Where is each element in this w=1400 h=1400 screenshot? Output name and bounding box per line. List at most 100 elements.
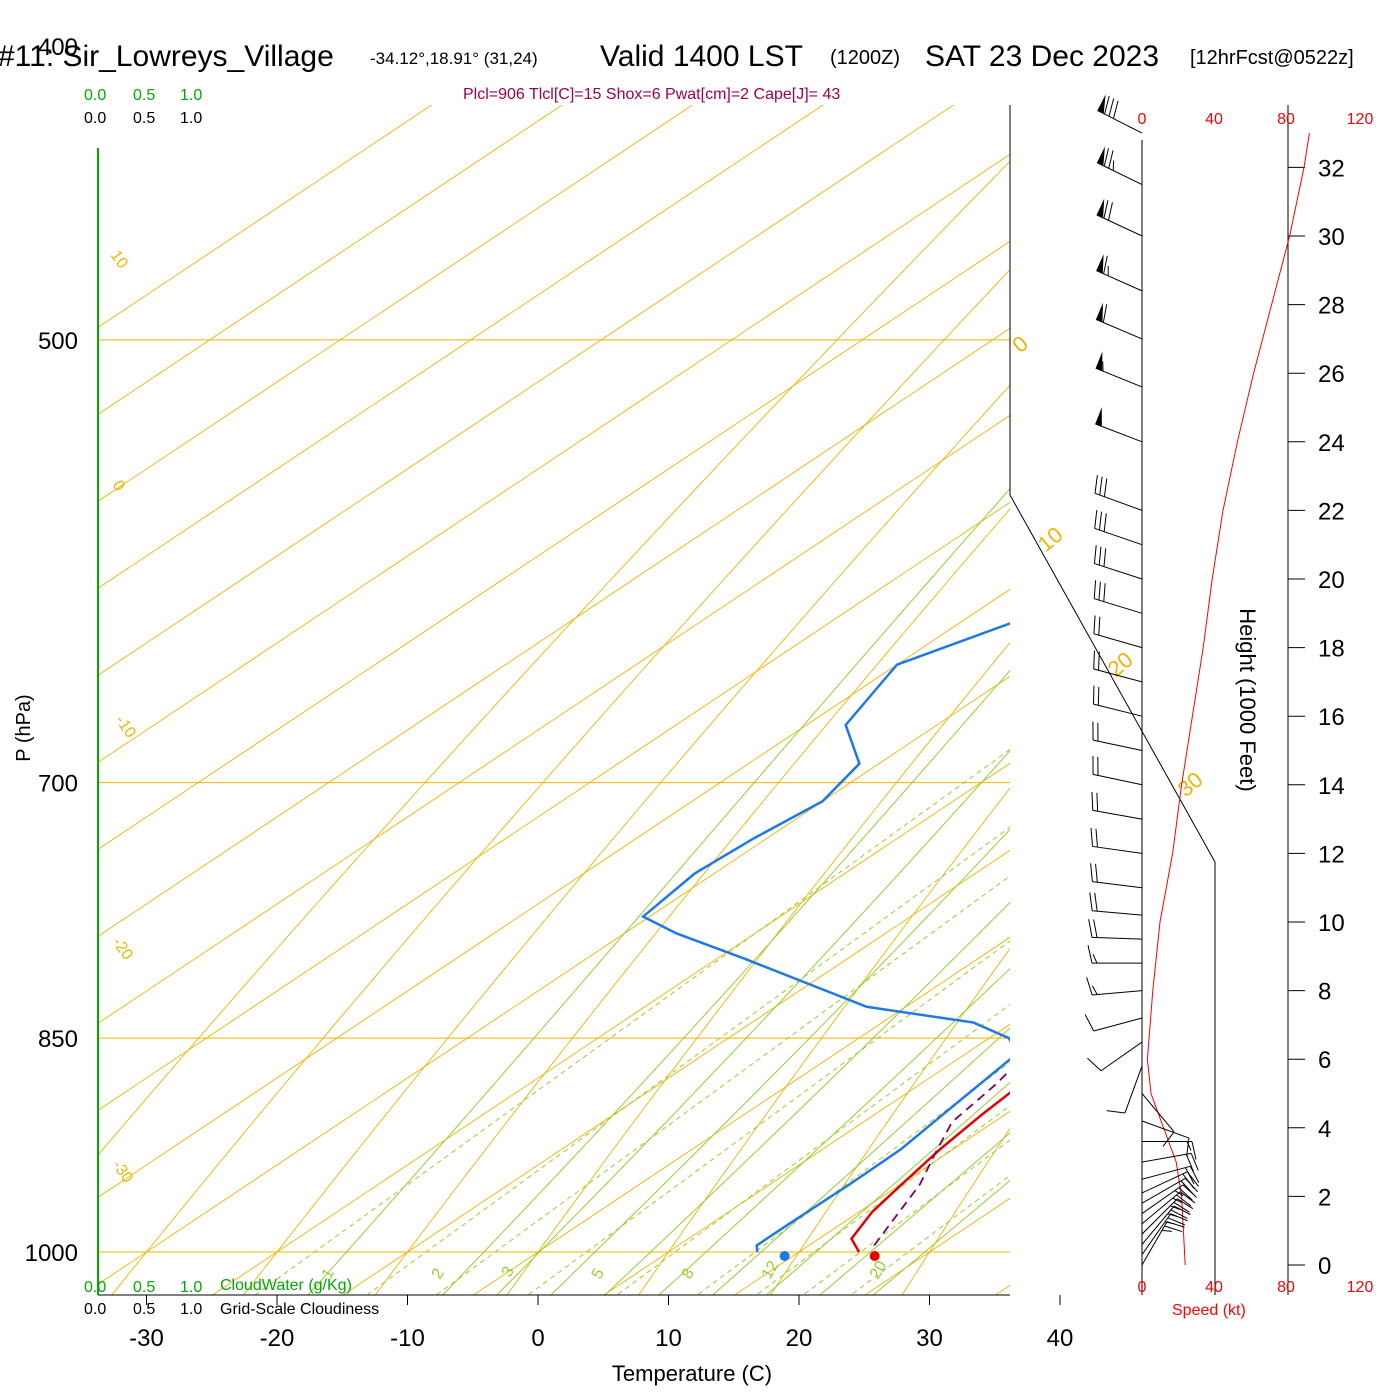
wind-barb-feather bbox=[1093, 615, 1096, 634]
wind-barb-feather bbox=[1182, 1184, 1197, 1198]
wind-barb-feather bbox=[1167, 1217, 1186, 1226]
wind-barb-staff bbox=[1141, 1184, 1184, 1214]
wind-barb-staff bbox=[1092, 809, 1143, 820]
wind-barb bbox=[1090, 828, 1143, 854]
wind-barb-feather bbox=[1106, 1110, 1125, 1114]
speed-tick-label: 40 bbox=[1205, 1279, 1223, 1296]
height-tick-label: 10 bbox=[1318, 910, 1345, 937]
wind-barb-staff bbox=[1094, 598, 1143, 614]
forecast-info: [12hrFcst@0522z] bbox=[1190, 47, 1354, 69]
wind-barb bbox=[1093, 650, 1143, 683]
wind-barb-staff bbox=[1141, 1213, 1172, 1255]
cloudiness-scale-top: 0.0 0.5 1.0 bbox=[84, 110, 202, 127]
pressure-tick-label: 700 bbox=[38, 771, 78, 798]
wind-barb-feather bbox=[1172, 1197, 1182, 1203]
wind-barb-feather bbox=[1094, 892, 1098, 912]
wind-barb-feather bbox=[1088, 919, 1093, 938]
wind-barb-feather bbox=[1174, 1190, 1184, 1197]
moist-adiabat-line bbox=[604, 901, 1010, 1295]
wind-barb-feather bbox=[1170, 1205, 1180, 1210]
moist-adiabat-line bbox=[872, 1179, 1010, 1295]
moist-adiabat-line bbox=[712, 1027, 1010, 1295]
wind-barb-feather bbox=[1098, 581, 1101, 601]
wind-barb-staff bbox=[1141, 1191, 1181, 1225]
surface-temperature-point bbox=[869, 1251, 880, 1261]
speed-tick-label: 80 bbox=[1277, 111, 1295, 128]
wind-barb-feather bbox=[1095, 863, 1098, 883]
dry-adiabat-line bbox=[242, 384, 1010, 1295]
cloudiness-tick: 1.0 bbox=[180, 1301, 202, 1318]
wind-barb-feather bbox=[1093, 580, 1097, 599]
isotherm-line bbox=[211, 762, 1010, 1295]
wind-barb bbox=[1093, 580, 1143, 614]
wind-barb-feather bbox=[1102, 304, 1108, 323]
wind-barb-pennant bbox=[1095, 302, 1104, 323]
isotherm-line bbox=[994, 1284, 1010, 1295]
temperature-tick-label: -10 bbox=[390, 1325, 425, 1352]
wind-barb bbox=[1141, 1191, 1196, 1225]
height-tick-label: 18 bbox=[1318, 636, 1345, 663]
temperature-axis-title: Temperature (C) bbox=[612, 1361, 772, 1386]
speed-tick-label: 120 bbox=[1347, 111, 1374, 128]
wind-speed-line bbox=[1146, 133, 1310, 1266]
wind-barb-feather bbox=[1107, 202, 1113, 221]
wind-barb-staff bbox=[1141, 1120, 1190, 1139]
height-tick-label: 8 bbox=[1318, 979, 1331, 1006]
cloudiness-tick: 0.0 bbox=[84, 1301, 106, 1318]
station-title: #11: Sir_Lowreys_Village bbox=[0, 40, 334, 73]
mixing-ratio-line bbox=[755, 1105, 1010, 1295]
wind-barb bbox=[1096, 146, 1143, 185]
wind-barb bbox=[1089, 892, 1143, 916]
cloudwater-tick: 1.0 bbox=[180, 87, 202, 104]
wind-barb-feather bbox=[1189, 1166, 1200, 1183]
valid-zulu: (1200Z) bbox=[830, 47, 900, 69]
pressure-tick-label: 400 bbox=[38, 34, 78, 61]
wind-barb bbox=[1084, 1014, 1143, 1032]
pressure-tick-label: 850 bbox=[38, 1026, 78, 1053]
wind-barb-staff bbox=[1141, 1152, 1192, 1163]
temperature-tick-label: 20 bbox=[786, 1325, 813, 1352]
wind-barb-feather bbox=[1164, 1225, 1183, 1233]
wind-barb-staff bbox=[1092, 773, 1143, 786]
cloudiness-tick: 1.0 bbox=[180, 110, 202, 127]
wind-barb bbox=[1086, 977, 1143, 996]
wind-barb-staff bbox=[1141, 1093, 1175, 1133]
temperature-series-line bbox=[849, 1091, 1010, 1253]
wind-barb-feather bbox=[1185, 1154, 1194, 1172]
moist-adiabat-line bbox=[307, 487, 1010, 1295]
wind-barb-feather bbox=[1179, 1191, 1196, 1204]
wind-barb bbox=[1096, 198, 1143, 237]
wind-barb-feather bbox=[1094, 510, 1098, 529]
wind-barb-staff bbox=[1094, 563, 1143, 580]
wind-barb-staff bbox=[1093, 668, 1143, 683]
wind-barb-pennant bbox=[1095, 407, 1102, 427]
temperature-axis: -30 -20 -10 0 10 20 30 40 bbox=[129, 1295, 1073, 1352]
wind-barb bbox=[1141, 1165, 1200, 1185]
wind-barb-feather bbox=[1099, 476, 1103, 496]
mixing-ratio-line bbox=[616, 1003, 1010, 1295]
wind-barb-staff bbox=[1093, 703, 1143, 717]
wind-barb-feather bbox=[1091, 791, 1094, 811]
speed-tick-label: 0 bbox=[1138, 111, 1147, 128]
height-tick-label: 12 bbox=[1318, 841, 1345, 868]
moist-adiabat-line bbox=[441, 669, 1010, 1295]
temperature-tick-label: 40 bbox=[1047, 1325, 1074, 1352]
wind-barb-pennant bbox=[1097, 146, 1105, 166]
wind-barb-feather bbox=[1170, 1213, 1188, 1222]
wind-barb-staff bbox=[1092, 990, 1143, 996]
wind-barb-staff bbox=[1093, 1017, 1143, 1032]
wind-barb-feather bbox=[1086, 977, 1093, 996]
wind-barb-staff bbox=[1141, 1221, 1168, 1266]
isotherm-line bbox=[1002, 0, 1400, 1377]
wind-barb-feather bbox=[1103, 548, 1107, 567]
speed-tick-label: 80 bbox=[1277, 1279, 1295, 1296]
wind-barb-feather bbox=[1170, 1209, 1188, 1219]
moist-adiabat-line bbox=[765, 1081, 1010, 1295]
moist-adiabat-line bbox=[550, 828, 1010, 1295]
mixing-ratio-label: 2 bbox=[429, 1266, 448, 1282]
wind-barb bbox=[1141, 1120, 1190, 1157]
